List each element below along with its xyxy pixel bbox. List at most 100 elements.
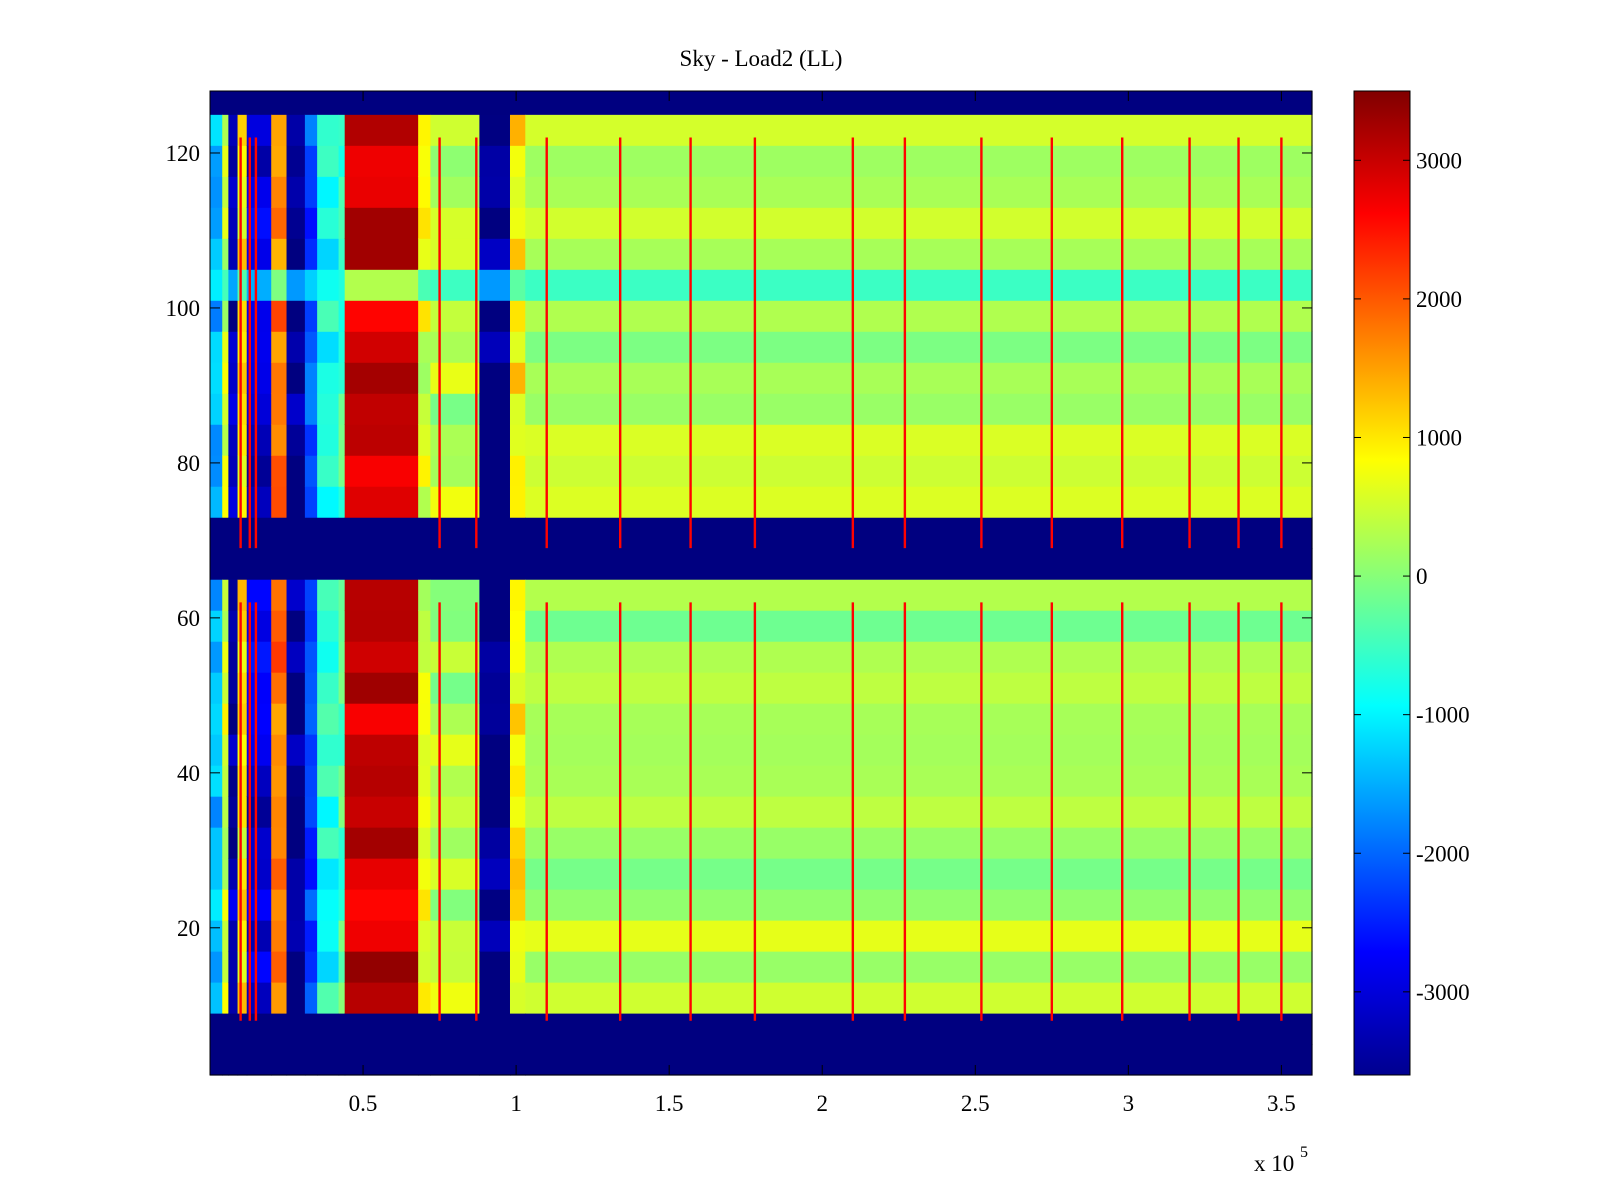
heatmap-cell [525,1013,1313,1045]
heatmap-cell [525,238,1313,270]
heatmap-cell [317,982,340,1014]
heatmap-cell [304,455,318,487]
heatmap-cell [509,579,526,611]
heatmap-cell [525,796,1313,828]
heatmap-cell [344,765,419,797]
heatmap-cell [344,920,419,952]
colorbar-tick-label: 3000 [1416,148,1462,173]
heatmap-cell [271,145,288,177]
heatmap-cell [418,331,431,363]
heatmap-cell [304,517,318,549]
heatmap-cell [286,579,306,611]
heatmap-cell [479,951,511,983]
heatmap-cell [228,331,239,363]
y-axis-ticks: 20 40 60 80 100 120 [166,141,1312,941]
heatmap-cell [286,610,306,642]
heatmap-cell [304,734,318,766]
heatmap-cell [338,238,346,270]
heatmap-cell [509,145,526,177]
heatmap-cell [525,517,1313,549]
x-multiplier-base: x 10 [1254,1151,1294,1176]
heatmap-cell [228,300,239,332]
heatmap-cell [271,393,288,425]
heatmap-cell [228,765,239,797]
heatmap-cell [237,393,248,425]
heatmap-cell [509,331,526,363]
heatmap-cell [430,548,480,580]
heatmap-cell [509,300,526,332]
heatmap-cell [479,114,511,146]
heatmap-cell [525,145,1313,177]
heatmap-cell [222,889,229,921]
heatmap-plot-area: 0.5 1 1.5 2 2.5 3 3.5 20 40 60 80 100 120 [166,90,1313,1116]
heatmap-cell [418,91,431,115]
heatmap-cell [228,610,239,642]
heatmap-cell [286,889,306,921]
heatmap-cell [479,300,511,332]
heatmap-cell [317,269,340,301]
heatmap-cell [509,734,526,766]
heatmap-cell [246,91,272,115]
heatmap-cell [479,145,511,177]
heatmap-cells [210,91,1313,1076]
heatmap-cell [304,641,318,673]
heatmap-cell [338,765,346,797]
heatmap-cell [304,889,318,921]
vertical-streak [1237,137,1240,549]
heatmap-cell [430,91,480,115]
heatmap-cell [222,1013,229,1045]
heatmap-cell [271,238,288,270]
heatmap-cell [271,331,288,363]
heatmap-cell [210,362,223,394]
heatmap-cell [222,114,229,146]
heatmap-cell [338,486,346,518]
heatmap-cell [430,393,480,425]
heatmap-cell [317,672,340,704]
heatmap-cell [430,486,480,518]
heatmap-cell [222,703,229,735]
heatmap-cell [228,672,239,704]
heatmap-cell [338,207,346,239]
chart-title: Sky - Load2 (LL) [680,46,843,71]
heatmap-cell [271,920,288,952]
heatmap-cell [430,1044,480,1076]
heatmap-cell [304,91,318,115]
heatmap-cell [286,331,306,363]
heatmap-cell [228,858,239,890]
heatmap-cell [237,734,248,766]
heatmap-cell [479,455,511,487]
heatmap-cell [286,517,306,549]
heatmap-cell [304,145,318,177]
vertical-streak [1188,137,1191,549]
heatmap-cell [338,951,346,983]
heatmap-cell [271,796,288,828]
heatmap-cell [338,920,346,952]
heatmap-cell [271,176,288,208]
heatmap-cell [418,424,431,456]
heatmap-cell [271,579,288,611]
heatmap-cell [271,548,288,580]
heatmap-cell [286,951,306,983]
heatmap-cell [222,424,229,456]
heatmap-cell [317,858,340,890]
heatmap-cell [418,207,431,239]
heatmap-cell [479,269,511,301]
heatmap-cell [509,424,526,456]
vertical-streak [1050,602,1054,1021]
vertical-streak [248,602,251,1021]
heatmap-cell [479,734,511,766]
heatmap-cell [304,207,318,239]
heatmap-cell [237,982,248,1014]
heatmap-cell [418,393,431,425]
vertical-streak [851,137,855,549]
heatmap-cell [210,393,223,425]
heatmap-cell [479,672,511,704]
heatmap-cell [344,703,419,735]
heatmap-cell [509,362,526,394]
heatmap-cell [317,238,340,270]
heatmap-cell [304,858,318,890]
heatmap-cell [418,145,431,177]
heatmap-cell [479,920,511,952]
heatmap-cell [509,486,526,518]
heatmap-cell [509,858,526,890]
